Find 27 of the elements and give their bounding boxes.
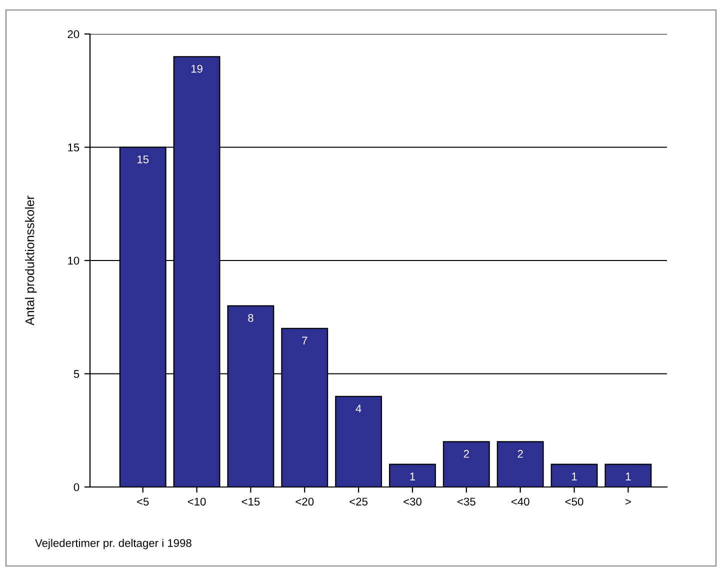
x-tick-label: <40: [511, 498, 530, 506]
x-tick-label: <20: [296, 498, 314, 506]
data-label: 2: [518, 450, 523, 458]
x-tick-label: <5: [137, 498, 149, 506]
x-axis-title: Vejledertimer pr. deltager i 1998: [35, 538, 192, 550]
data-label: 7: [302, 336, 308, 344]
data-label: 1: [410, 472, 416, 480]
y-tick-label: 10: [68, 256, 80, 265]
x-tick-label: >: [625, 498, 631, 505]
x-tick-label: <30: [404, 498, 422, 506]
y-tick-label: 20: [68, 30, 80, 38]
data-label: 15: [138, 156, 149, 164]
x-tick-label: <50: [565, 498, 584, 506]
data-label: 4: [356, 404, 362, 412]
y-tick-label: 5: [74, 370, 80, 378]
data-label: 2: [464, 450, 469, 458]
y-tick-label: 15: [68, 144, 80, 152]
x-tick-label: <15: [242, 498, 260, 506]
data-label: 1: [572, 472, 577, 480]
x-tick-label: <25: [350, 498, 368, 506]
data-label: 8: [248, 314, 254, 322]
x-tick-label: <10: [188, 498, 206, 506]
data-label: 1: [626, 472, 631, 480]
y-axis-title: Antal produktionsskoler: [25, 196, 37, 326]
y-tick-label: 0: [74, 483, 80, 492]
x-tick-label: <35: [458, 498, 476, 506]
data-label: 19: [191, 64, 202, 73]
